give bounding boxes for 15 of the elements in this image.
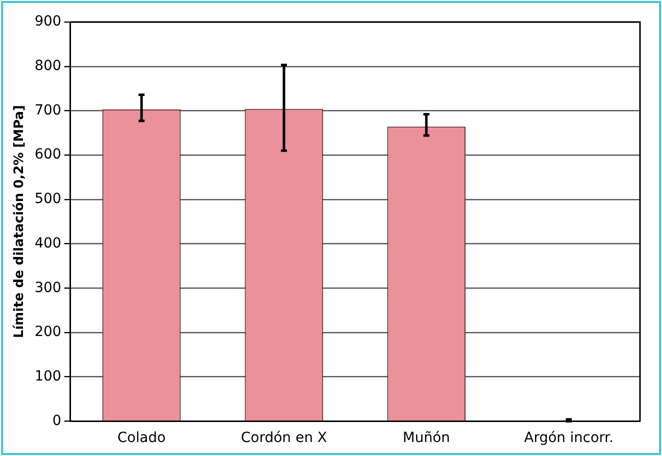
y-tick-label: 900 xyxy=(34,14,62,30)
y-axis-title: Límite de dilatación 0,2% [MPa] xyxy=(12,105,28,338)
y-tick-label: 300 xyxy=(34,280,62,296)
y-tick-label: 600 xyxy=(34,146,62,163)
y-tick-label: 700 xyxy=(34,102,62,118)
x-tick-label: Muñón xyxy=(402,430,450,446)
y-tick-label: 500 xyxy=(34,191,62,208)
x-tick-label: Cordón en X xyxy=(240,430,328,446)
y-tick-label: 200 xyxy=(34,324,62,340)
y-tick-label: 100 xyxy=(34,368,62,384)
y-tick-label: 800 xyxy=(34,58,62,74)
x-tick-label: Argón incorr. xyxy=(524,430,614,446)
y-tick-label: 0 xyxy=(52,412,62,429)
x-tick-label: Colado xyxy=(117,430,166,446)
y-tick-label: 400 xyxy=(34,235,62,252)
